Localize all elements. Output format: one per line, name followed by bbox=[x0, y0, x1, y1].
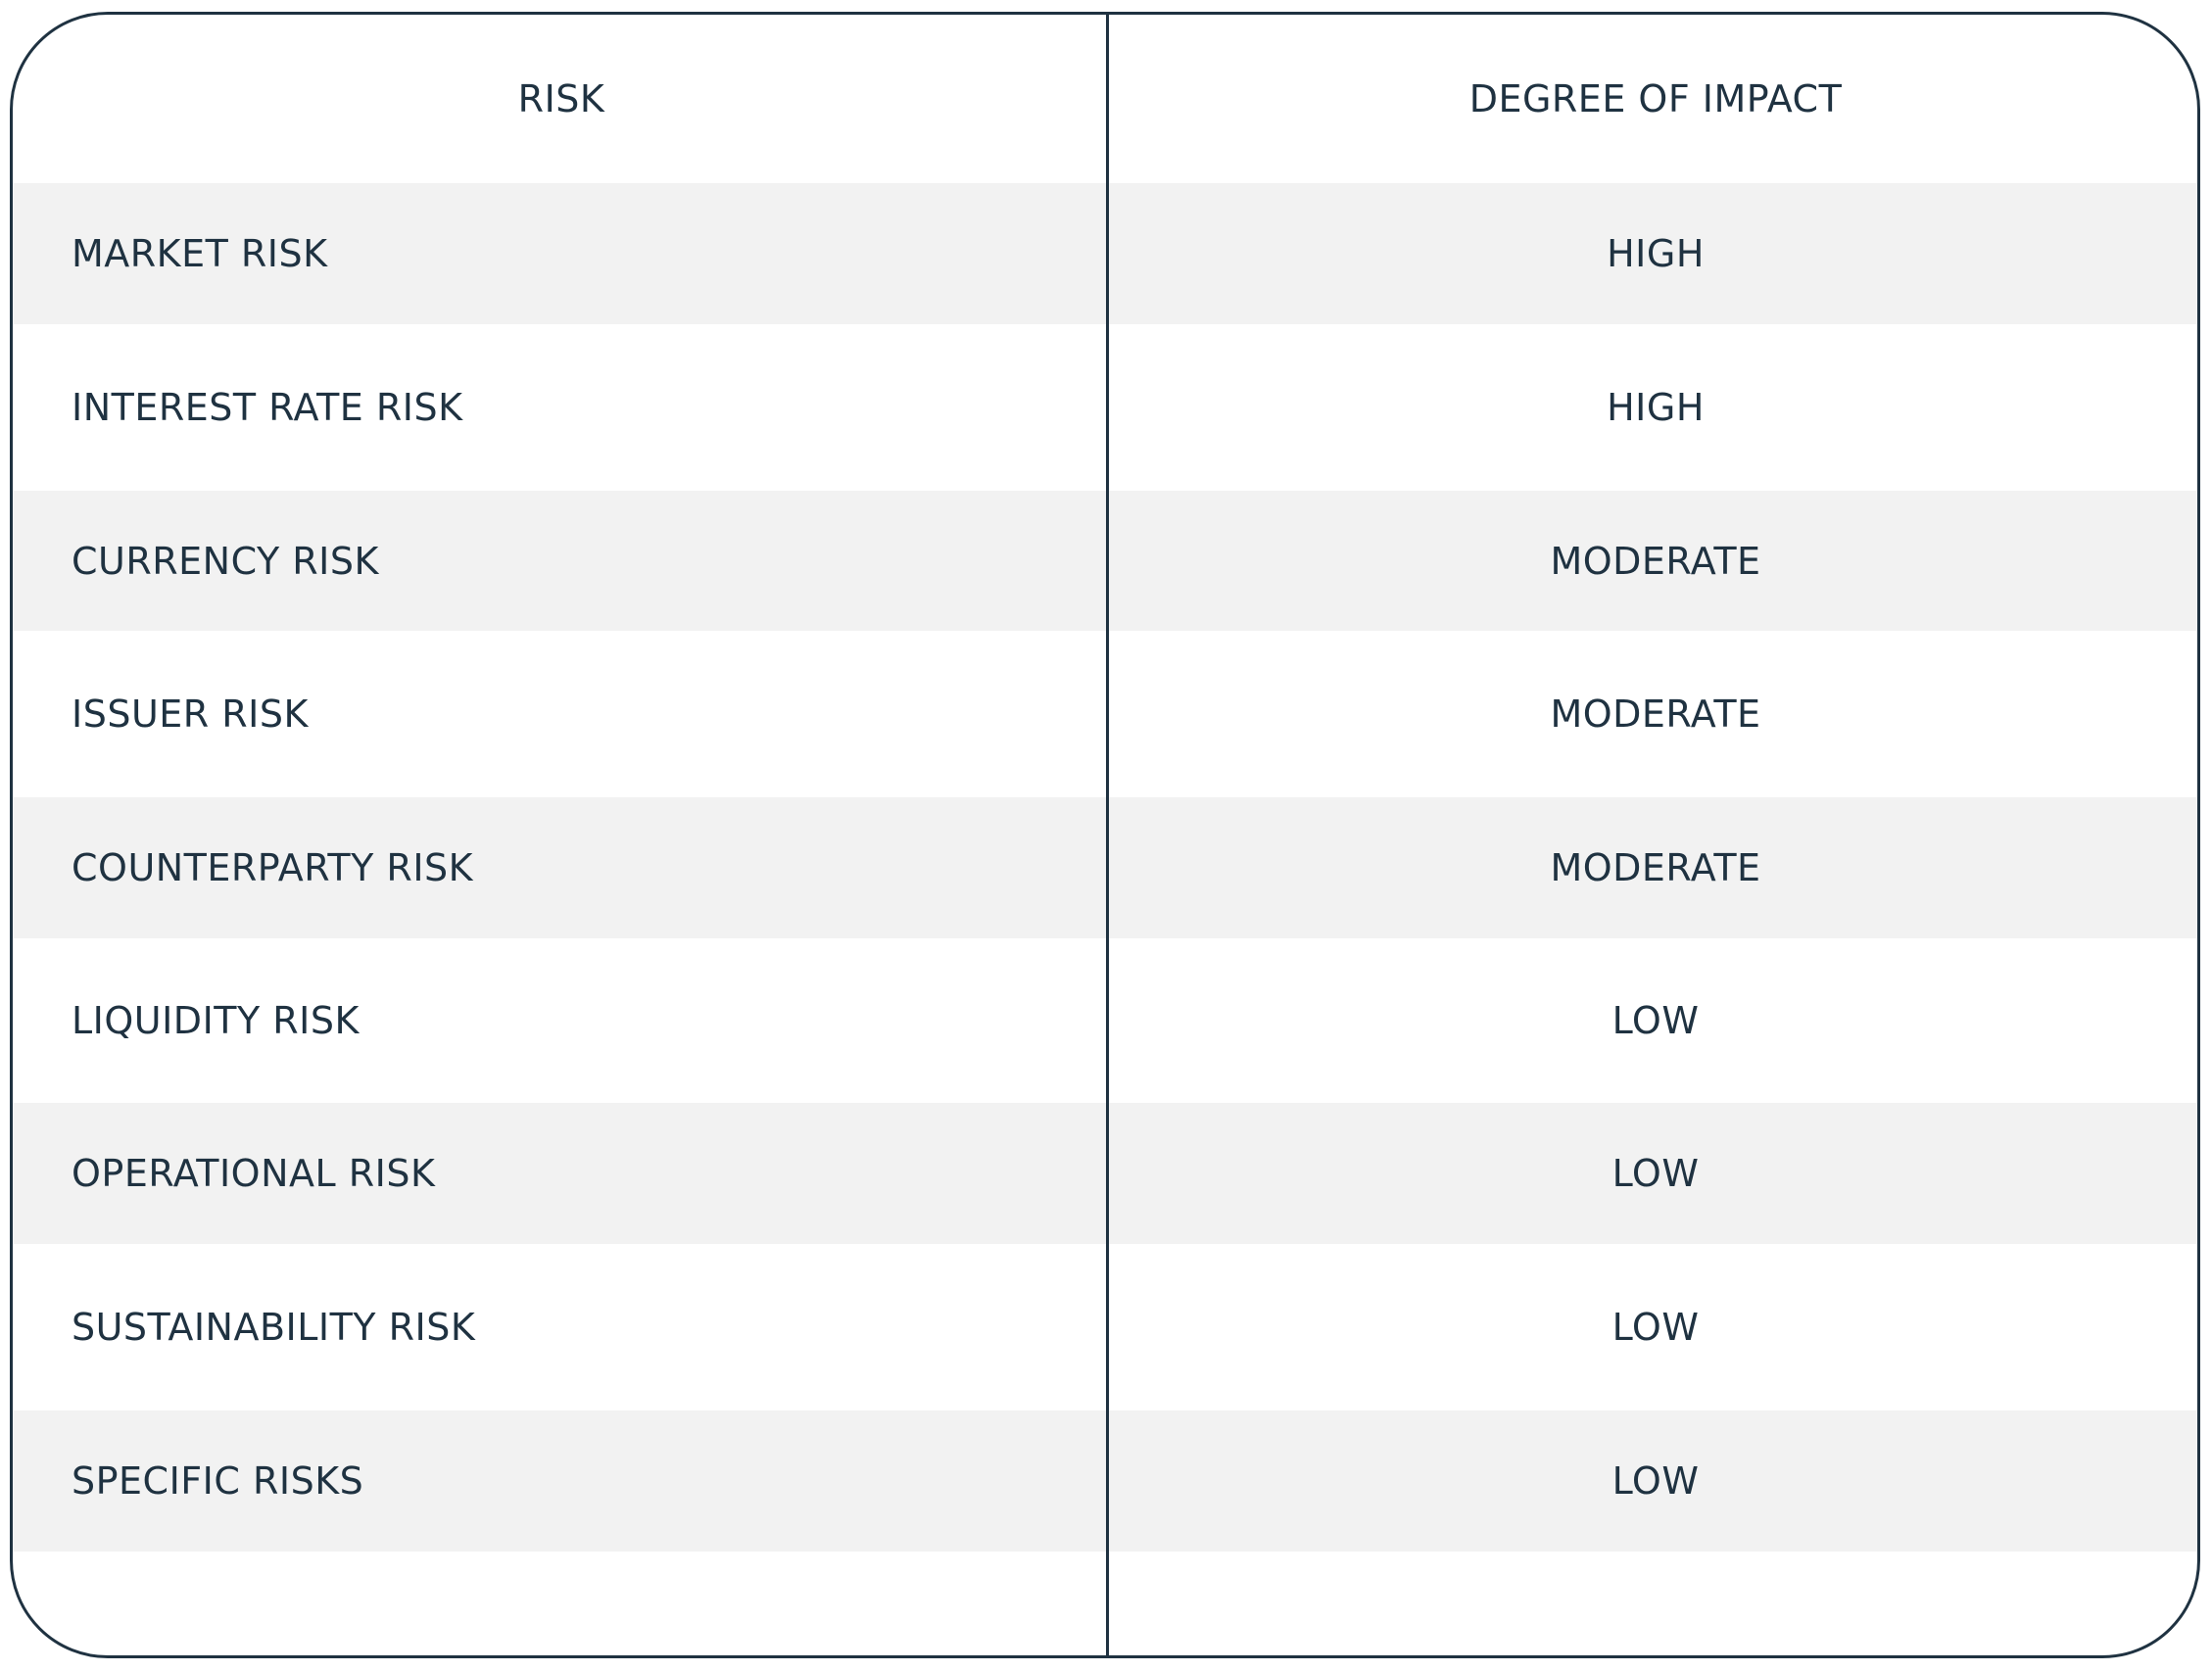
table-row: ISSUER RISK MODERATE bbox=[13, 631, 2197, 797]
risk-table: RISK DEGREE OF IMPACT MARKET RISK HIGH I… bbox=[10, 12, 2200, 1658]
header-risk: RISK bbox=[517, 77, 605, 120]
risk-name: CURRENCY RISK bbox=[72, 539, 379, 583]
table-row: OPERATIONAL RISK LOW bbox=[13, 1103, 2197, 1244]
table-row: SPECIFIC RISKS LOW bbox=[13, 1410, 2197, 1552]
risk-name: OPERATIONAL RISK bbox=[72, 1152, 436, 1195]
risk-impact: HIGH bbox=[1607, 232, 1705, 275]
table-row: COUNTERPARTY RISK MODERATE bbox=[13, 797, 2197, 938]
risk-impact: MODERATE bbox=[1550, 846, 1761, 889]
risk-impact: LOW bbox=[1611, 999, 1700, 1042]
risk-name: COUNTERPARTY RISK bbox=[72, 846, 474, 889]
table-row: INTEREST RATE RISK HIGH bbox=[13, 324, 2197, 491]
risk-name: ISSUER RISK bbox=[72, 693, 309, 736]
risk-name: INTEREST RATE RISK bbox=[72, 386, 463, 429]
header-impact: DEGREE OF IMPACT bbox=[1468, 77, 1843, 120]
table-row: CURRENCY RISK MODERATE bbox=[13, 491, 2197, 631]
risk-impact: LOW bbox=[1611, 1152, 1700, 1195]
risk-impact: LOW bbox=[1611, 1306, 1700, 1349]
risk-impact: HIGH bbox=[1607, 386, 1705, 429]
table-header-row: RISK DEGREE OF IMPACT bbox=[13, 15, 2197, 183]
risk-name: SPECIFIC RISKS bbox=[72, 1459, 364, 1503]
risk-impact: MODERATE bbox=[1550, 539, 1761, 583]
risk-impact: LOW bbox=[1611, 1459, 1700, 1503]
column-divider bbox=[1106, 15, 1109, 1655]
table-row: MARKET RISK HIGH bbox=[13, 183, 2197, 324]
table-row: SUSTAINABILITY RISK LOW bbox=[13, 1244, 2197, 1410]
risk-impact: MODERATE bbox=[1550, 693, 1761, 736]
risk-name: SUSTAINABILITY RISK bbox=[72, 1306, 476, 1349]
risk-name: LIQUIDITY RISK bbox=[72, 999, 360, 1042]
risk-name: MARKET RISK bbox=[72, 232, 328, 275]
table-row: LIQUIDITY RISK LOW bbox=[13, 938, 2197, 1103]
